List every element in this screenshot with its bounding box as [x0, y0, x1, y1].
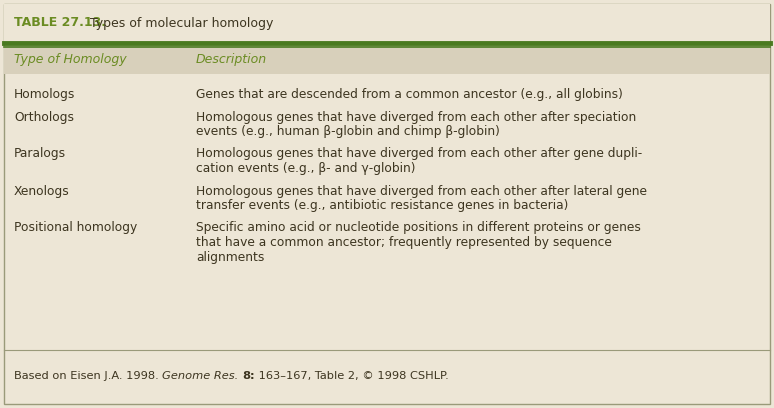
Text: transfer events (e.g., antibiotic resistance genes in bacteria): transfer events (e.g., antibiotic resist… [196, 199, 568, 212]
Text: Paralogs: Paralogs [14, 148, 66, 160]
Text: events (e.g., human β-globin and chimp β-globin): events (e.g., human β-globin and chimp β… [196, 125, 500, 138]
Bar [4, 46, 770, 74]
Text: Homologous genes that have diverged from each other after speciation: Homologous genes that have diverged from… [196, 111, 636, 124]
Text: Specific amino acid or nucleotide positions in different proteins or genes: Specific amino acid or nucleotide positi… [196, 222, 641, 235]
Text: Types of molecular homology: Types of molecular homology [86, 16, 273, 29]
Bar [4, 4, 770, 42]
Text: Description: Description [196, 53, 267, 67]
Text: Genome Res.: Genome Res. [163, 371, 238, 381]
Text: Type of Homology: Type of Homology [14, 53, 127, 67]
Text: TABLE 27.13.: TABLE 27.13. [14, 16, 106, 29]
Text: Positional homology: Positional homology [14, 222, 137, 235]
Text: Based on Eisen J.A. 1998.: Based on Eisen J.A. 1998. [14, 371, 163, 381]
Text: 8:: 8: [242, 371, 255, 381]
Text: Homologous genes that have diverged from each other after lateral gene: Homologous genes that have diverged from… [196, 184, 647, 197]
Text: cation events (e.g., β- and γ-globin): cation events (e.g., β- and γ-globin) [196, 162, 416, 175]
Text: Orthologs: Orthologs [14, 111, 74, 124]
Text: Genes that are descended from a common ancestor (e.g., all globins): Genes that are descended from a common a… [196, 88, 623, 101]
Text: 163–167, Table 2, © 1998 CSHLP.: 163–167, Table 2, © 1998 CSHLP. [255, 371, 449, 381]
Text: that have a common ancestor; frequently represented by sequence: that have a common ancestor; frequently … [196, 236, 612, 249]
Text: Xenologs: Xenologs [14, 184, 70, 197]
Text: Homologous genes that have diverged from each other after gene dupli-: Homologous genes that have diverged from… [196, 148, 642, 160]
Text: Homologs: Homologs [14, 88, 75, 101]
Text: alignments: alignments [196, 251, 265, 264]
